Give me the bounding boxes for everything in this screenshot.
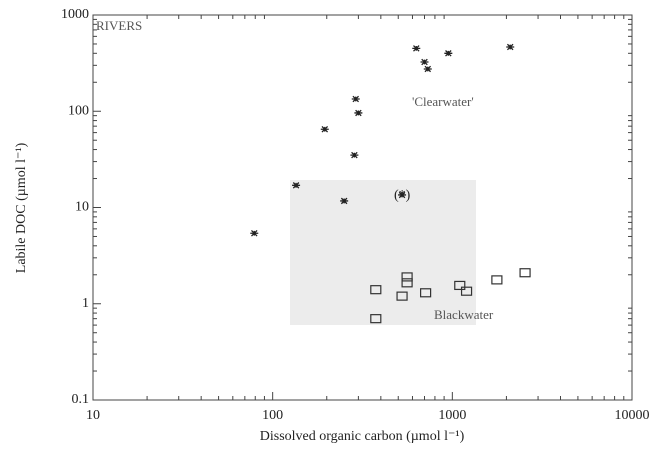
annotation: Blackwater bbox=[434, 307, 494, 322]
x-tick-label: 1000 bbox=[438, 408, 466, 423]
square-point bbox=[519, 268, 531, 278]
y-tick-label: 0.1 bbox=[72, 392, 90, 407]
asterisk-point bbox=[423, 65, 432, 73]
square-point bbox=[370, 314, 382, 324]
asterisk-point bbox=[250, 229, 259, 237]
annotation: 'Clearwater' bbox=[412, 94, 474, 109]
y-tick-label: 1 bbox=[82, 296, 89, 311]
asterisk-point bbox=[292, 182, 301, 189]
x-tick-label: 10 bbox=[86, 408, 100, 423]
square-point bbox=[460, 286, 473, 296]
y-tick-label: 100 bbox=[68, 103, 89, 118]
asterisk-point bbox=[340, 197, 349, 205]
y-tick-label: 1000 bbox=[61, 7, 89, 22]
x-tick-label: 100 bbox=[262, 408, 283, 423]
asterisk-point bbox=[354, 109, 363, 117]
shaded-region bbox=[290, 180, 476, 325]
square-point bbox=[396, 291, 408, 301]
x-axis-label: Dissolved organic carbon (µmol l⁻¹) bbox=[260, 429, 465, 444]
asterisk-point bbox=[506, 43, 515, 51]
asterisk-point bbox=[412, 45, 421, 52]
asterisk-point bbox=[351, 95, 360, 103]
annotation: RIVERS bbox=[96, 18, 142, 33]
square-point bbox=[401, 272, 413, 282]
asterisk-point bbox=[350, 151, 359, 159]
asterisk-point bbox=[398, 191, 407, 199]
y-tick-label: 10 bbox=[75, 200, 89, 215]
square-point bbox=[370, 285, 382, 295]
square-point bbox=[454, 280, 466, 291]
square-point bbox=[491, 275, 503, 285]
square-point bbox=[420, 288, 432, 298]
asterisk-point bbox=[444, 50, 453, 57]
asterisk-point bbox=[320, 125, 329, 133]
square-point bbox=[401, 278, 413, 288]
asterisk-point bbox=[420, 58, 429, 66]
y-axis-label: Labile DOC (µmol l⁻¹) bbox=[14, 142, 29, 273]
x-tick-label: 10000 bbox=[615, 408, 650, 423]
